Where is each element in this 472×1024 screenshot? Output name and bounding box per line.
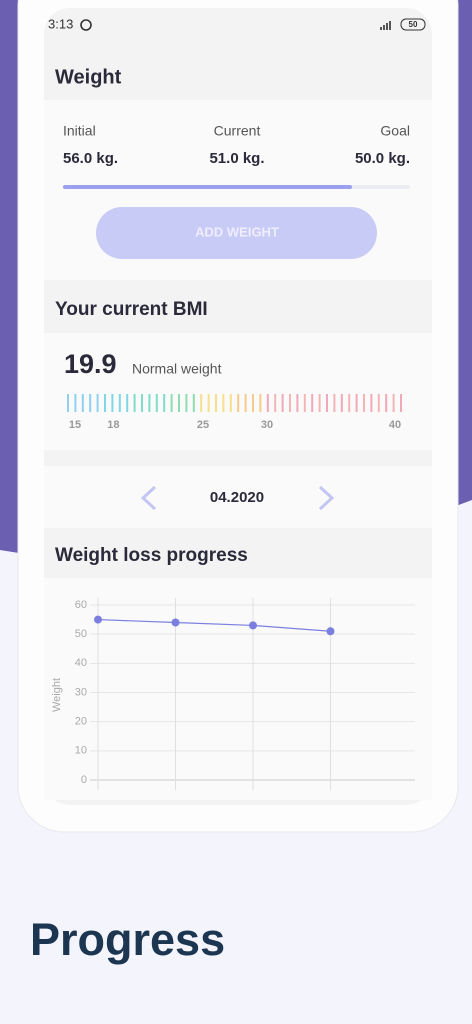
prev-month[interactable] <box>140 485 157 511</box>
caption: Progress <box>30 914 225 965</box>
y-axis-label: Weight <box>51 678 63 712</box>
add-weight-button[interactable] <box>96 207 377 259</box>
bmi-scale: 15 18 25 30 40 <box>67 394 402 431</box>
goal-value: 50.0 kg. <box>355 150 410 167</box>
status-time: 3:13 <box>48 16 73 31</box>
status-icon <box>80 19 92 31</box>
bmi-tick-label: 15 <box>69 419 81 431</box>
bmi-card <box>44 333 432 450</box>
bmi-tick-label: 40 <box>389 419 401 431</box>
y-tick-label: 50 <box>75 628 87 640</box>
month-nav <box>44 466 432 528</box>
data-point <box>326 627 335 636</box>
y-tick-label: 40 <box>75 657 87 669</box>
y-tick-label: 10 <box>75 745 87 757</box>
initial-value: 56.0 kg. <box>63 150 118 167</box>
battery-icon <box>400 18 426 31</box>
data-point <box>249 621 257 630</box>
data-point <box>94 615 102 624</box>
chart-title: Weight loss progress <box>55 545 248 566</box>
y-tick-label: 0 <box>81 774 87 786</box>
progress-fill <box>63 185 352 189</box>
add-weight-label: ADD WEIGHT <box>195 224 279 239</box>
initial-label: Initial <box>63 123 96 139</box>
month-label: 04.2020 <box>210 489 264 506</box>
chart-card <box>44 578 432 800</box>
series-line <box>97 618 331 632</box>
y-tick-label: 30 <box>75 686 87 698</box>
bmi-tick-label: 30 <box>261 419 273 431</box>
y-tick-label: 20 <box>75 716 87 728</box>
goal-label: Goal <box>380 123 410 139</box>
current-label: Current <box>214 123 261 139</box>
next-month[interactable] <box>318 485 335 511</box>
bmi-tick-label: 18 <box>107 419 119 431</box>
current-value: 51.0 kg. <box>209 150 264 167</box>
bmi-tick-label: 25 <box>197 419 209 431</box>
chart: 0 10 20 30 40 50 60 <box>75 598 415 790</box>
bmi-status: Normal weight <box>132 361 222 377</box>
weight-title: Weight <box>55 66 122 88</box>
battery-level: 50 <box>409 20 418 29</box>
signal-icon <box>380 21 391 30</box>
bmi-value: 19.9 <box>64 349 117 379</box>
y-tick-label: 60 <box>75 599 87 611</box>
data-point <box>171 618 180 627</box>
bmi-title: Your current BMI <box>55 299 208 320</box>
